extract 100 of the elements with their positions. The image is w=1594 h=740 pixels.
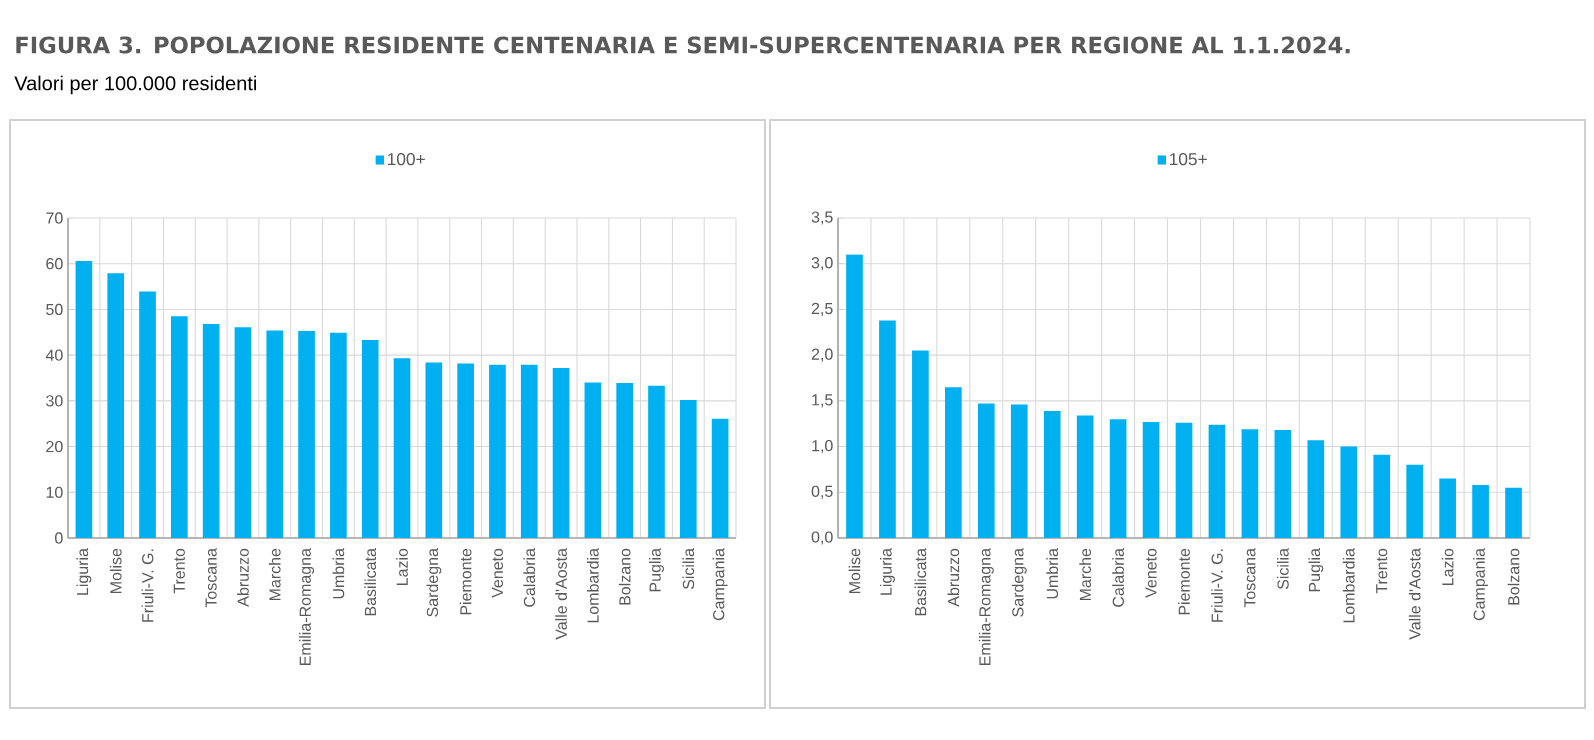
x-tick-label: Piemonte xyxy=(1178,548,1190,615)
x-tick-label: Abruzzo xyxy=(947,548,960,607)
bar xyxy=(846,254,863,538)
bar xyxy=(457,363,474,538)
x-tick-label: Campania xyxy=(712,548,728,621)
y-tick-label: 3,5 xyxy=(811,211,833,225)
y-tick-label: 2,0 xyxy=(811,348,833,362)
bar xyxy=(330,332,347,538)
bar xyxy=(1010,404,1028,538)
x-tick-label: Bolzano xyxy=(618,548,631,605)
x-tick-label: Veneto xyxy=(491,548,504,598)
x-tick-label: Valle d'Aosta xyxy=(555,548,567,640)
bar xyxy=(945,387,962,538)
x-tick-label: Toscana xyxy=(205,548,217,608)
x-tick-label: Molise xyxy=(109,548,122,593)
chart-subtitle: Valori per 100.000 residenti xyxy=(14,75,256,95)
x-tick-label: Piemonte xyxy=(459,548,472,615)
x-tick-label: Lombardia xyxy=(587,548,599,623)
x-tick-label: Abruzzo xyxy=(237,548,249,607)
y-tick-label: 50 xyxy=(46,303,63,316)
x-tick-label: Sicilia xyxy=(682,548,695,590)
bar xyxy=(1439,478,1456,538)
x-tick-label: Lazio xyxy=(1441,548,1454,585)
bar xyxy=(1043,410,1061,538)
bar xyxy=(1076,415,1094,538)
x-tick-label: Basilicata xyxy=(364,548,377,616)
bar xyxy=(977,403,995,538)
x-tick-label: Trento xyxy=(173,548,185,594)
x-tick-label: Puglia xyxy=(649,548,664,592)
y-tick-label: 2,5 xyxy=(811,302,833,317)
bar xyxy=(711,418,729,538)
x-tick-label: Sardegna xyxy=(1011,548,1027,617)
bar xyxy=(1241,429,1259,538)
bar xyxy=(202,324,220,538)
bar xyxy=(139,291,156,538)
x-tick-label: Sicilia xyxy=(1277,548,1289,590)
y-tick-label: 20 xyxy=(46,440,63,453)
bar xyxy=(234,327,252,538)
bar xyxy=(107,273,125,538)
bar xyxy=(584,382,602,538)
bar xyxy=(648,385,665,538)
bar xyxy=(879,320,896,538)
bar xyxy=(520,364,538,538)
x-tick-label: Lazio xyxy=(396,548,408,585)
bar xyxy=(425,362,443,538)
y-tick-label: 1,0 xyxy=(812,439,833,454)
y-tick-label: 30 xyxy=(46,395,63,407)
y-tick-label: 1,5 xyxy=(812,394,833,408)
x-tick-label: Liguria xyxy=(76,548,92,595)
bar xyxy=(1406,464,1424,538)
legend-label: 105+ xyxy=(1169,152,1207,166)
x-tick-label: Basilicata xyxy=(914,548,927,616)
y-tick-label: 0,5 xyxy=(811,485,833,499)
y-tick-label: 70 xyxy=(46,212,63,224)
bar xyxy=(1142,421,1160,538)
x-tick-label: Valle d'Aosta xyxy=(1408,548,1421,640)
y-tick-label: 60 xyxy=(46,258,63,270)
bar xyxy=(489,364,506,538)
bar xyxy=(679,399,697,538)
bar xyxy=(1208,424,1226,538)
bar xyxy=(912,350,929,538)
bar xyxy=(361,340,379,538)
bar xyxy=(266,330,284,538)
bar xyxy=(1373,454,1391,538)
bar xyxy=(393,358,411,538)
x-tick-label: Lombardia xyxy=(1342,548,1355,623)
bar xyxy=(552,367,570,538)
x-tick-label: Calabria xyxy=(523,548,536,607)
x-tick-label: Trento xyxy=(1376,548,1388,594)
x-tick-label: Puglia xyxy=(1308,548,1324,592)
y-tick-label: 10 xyxy=(46,486,63,498)
chart-title: FIGURA 3. POPOLAZIONE RESIDENTE CENTENARIA E SEMI-SUPERCENTENARIA PER REGIONE AL 1.1.2024. xyxy=(16,36,1350,54)
bar xyxy=(1340,446,1358,538)
bar xyxy=(1109,419,1127,538)
y-tick-label: 0 xyxy=(55,532,63,544)
x-tick-label: Friuli-V. G. xyxy=(141,549,154,622)
x-tick-label: Campania xyxy=(1473,548,1489,621)
x-tick-label: Emilia-Romagna xyxy=(978,548,994,665)
x-tick-label: Bolzano xyxy=(1507,548,1520,605)
x-tick-label: Marche xyxy=(268,548,281,601)
bar xyxy=(1307,440,1325,538)
x-tick-label: Sardegna xyxy=(426,548,442,617)
y-tick-label: 0,0 xyxy=(811,531,833,545)
x-tick-label: Marche xyxy=(1079,548,1092,601)
x-tick-label: Veneto xyxy=(1145,548,1157,598)
x-tick-label: Calabria xyxy=(1112,548,1124,607)
bar xyxy=(75,260,93,538)
x-tick-label: Liguria xyxy=(879,548,895,595)
x-tick-label: Friuli-V. G. xyxy=(1211,549,1223,622)
x-tick-label: Toscana xyxy=(1244,548,1256,608)
bar xyxy=(171,316,188,538)
bar xyxy=(1472,484,1489,538)
bar xyxy=(1505,487,1522,538)
x-tick-label: Emilia-Romagna xyxy=(299,548,315,665)
x-tick-label: Umbria xyxy=(1046,548,1059,599)
bar xyxy=(1274,430,1292,538)
x-tick-label: Umbria xyxy=(332,548,345,599)
bar xyxy=(616,383,634,538)
y-tick-label: 3,0 xyxy=(811,257,833,271)
legend-label: 100+ xyxy=(387,152,425,166)
